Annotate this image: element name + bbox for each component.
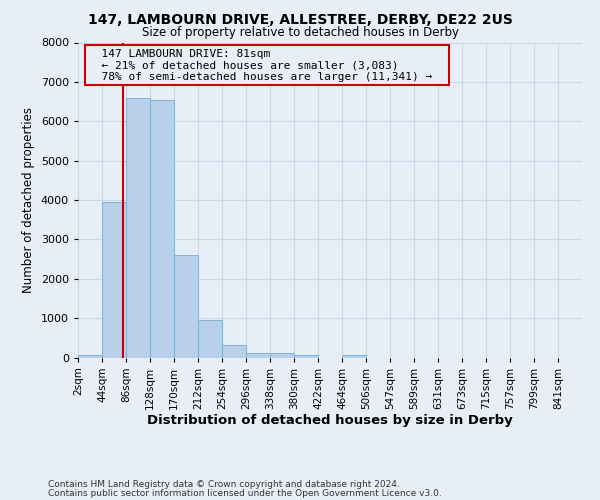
Bar bbox=[150, 100, 174, 358]
X-axis label: Distribution of detached houses by size in Derby: Distribution of detached houses by size … bbox=[147, 414, 513, 427]
Bar bbox=[78, 356, 102, 358]
Bar bbox=[198, 320, 222, 358]
Bar bbox=[246, 353, 270, 358]
Bar bbox=[270, 353, 294, 358]
Text: 147 LAMBOURN DRIVE: 81sqm  
  ← 21% of detached houses are smaller (3,083)  
  7: 147 LAMBOURN DRIVE: 81sqm ← 21% of detac… bbox=[88, 49, 446, 82]
Bar bbox=[102, 202, 126, 358]
Bar bbox=[342, 354, 367, 358]
Bar bbox=[126, 98, 150, 358]
Text: 147, LAMBOURN DRIVE, ALLESTREE, DERBY, DE22 2US: 147, LAMBOURN DRIVE, ALLESTREE, DERBY, D… bbox=[88, 12, 512, 26]
Y-axis label: Number of detached properties: Number of detached properties bbox=[22, 107, 35, 293]
Bar bbox=[174, 255, 198, 358]
Bar bbox=[222, 345, 246, 358]
Text: Contains HM Land Registry data © Crown copyright and database right 2024.: Contains HM Land Registry data © Crown c… bbox=[48, 480, 400, 489]
Bar bbox=[294, 354, 318, 358]
Text: Contains public sector information licensed under the Open Government Licence v3: Contains public sector information licen… bbox=[48, 488, 442, 498]
Text: Size of property relative to detached houses in Derby: Size of property relative to detached ho… bbox=[142, 26, 458, 39]
